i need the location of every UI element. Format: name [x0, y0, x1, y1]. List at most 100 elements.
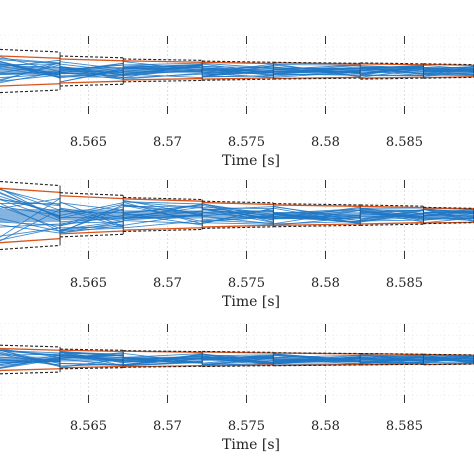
bound-lower-dashed — [60, 83, 124, 87]
sample-core — [0, 208, 61, 223]
sample-core — [273, 212, 361, 219]
bound-upper-solid — [0, 187, 61, 194]
bound-lower-solid — [273, 223, 361, 227]
bound-lower-dashed — [202, 226, 274, 229]
bound-lower-dashed — [273, 364, 361, 367]
bound-upper-solid — [360, 63, 424, 66]
sample-trajectory — [59, 221, 124, 234]
sample-core — [202, 356, 274, 361]
x-tick-label: 8.575 — [228, 276, 265, 291]
x-tick-label: 8.575 — [228, 419, 265, 434]
bound-upper-solid — [60, 195, 124, 200]
bound-upper-solid — [123, 198, 203, 202]
bound-lower-dashed — [423, 222, 474, 225]
sample-trajectory — [123, 220, 203, 229]
bound-upper-solid — [360, 205, 424, 209]
bound-lower-solid — [60, 80, 124, 84]
sample-trajectory — [202, 222, 274, 225]
sample-trajectory — [123, 73, 203, 79]
bound-lower-solid — [360, 222, 424, 225]
sample-trajectory — [423, 355, 474, 358]
sample-trajectory — [0, 197, 61, 209]
sample-trajectory — [0, 199, 61, 207]
bound-upper-dashed — [273, 352, 361, 355]
sample-core — [273, 68, 361, 74]
bound-lower-dashed — [0, 89, 61, 94]
x-tick-label: 8.565 — [70, 419, 107, 434]
bound-lower-solid — [273, 76, 361, 80]
bound-upper-solid — [202, 201, 274, 206]
x-tick-label: 8.565 — [70, 276, 107, 291]
bound-lower-dashed — [202, 78, 274, 81]
sample-trajectory — [273, 64, 361, 66]
bound-lower-dashed — [60, 367, 124, 370]
bound-upper-dashed — [423, 353, 474, 356]
sample-trajectory — [0, 348, 61, 358]
bound-upper-solid — [273, 352, 361, 355]
sample-trajectory — [0, 224, 61, 234]
sample-trajectory — [202, 363, 274, 366]
sample-core — [0, 356, 61, 363]
bound-upper-solid — [273, 62, 361, 65]
sample-trajectory — [0, 349, 61, 356]
x-axis-label: Time [s] — [222, 437, 280, 453]
sample-trajectory — [423, 209, 474, 213]
sample-core — [123, 67, 203, 74]
sample-trajectory — [123, 63, 203, 69]
bound-upper-dashed — [60, 192, 124, 196]
bound-upper-dashed — [202, 60, 274, 63]
bound-upper-dashed — [60, 55, 124, 59]
bound-upper-solid — [202, 61, 274, 65]
bound-lower-dashed — [423, 76, 474, 79]
bound-lower-solid — [273, 363, 361, 367]
x-tick-label: 8.585 — [386, 419, 423, 434]
bound-upper-dashed — [360, 62, 424, 65]
sample-trajectory — [0, 221, 61, 226]
bound-lower-solid — [202, 77, 274, 80]
bound-lower-solid — [60, 230, 124, 235]
bound-lower-dashed — [123, 228, 203, 233]
sample-trajectory — [360, 66, 424, 70]
bound-lower-dashed — [123, 79, 203, 83]
x-tick-label: 8.585 — [386, 135, 423, 150]
bound-lower-solid — [0, 237, 61, 244]
bound-upper-solid — [423, 63, 474, 67]
sample-trajectory — [360, 66, 424, 68]
bound-upper-dashed — [0, 180, 61, 187]
sample-trajectory — [59, 202, 124, 211]
sample-core — [60, 356, 124, 362]
sample-trajectory — [123, 360, 203, 367]
x-tick-label: 8.565 — [70, 135, 107, 150]
sample-trajectory — [273, 217, 361, 220]
sample-trajectory — [273, 354, 361, 358]
bound-upper-solid — [123, 350, 203, 353]
bound-upper-solid — [0, 55, 61, 59]
sample-trajectory — [60, 227, 124, 232]
bound-upper-dashed — [123, 350, 203, 353]
sample-core — [273, 357, 361, 362]
bound-upper-dashed — [60, 348, 124, 351]
sample-trajectory — [0, 74, 61, 82]
x-axis-label: Time [s] — [222, 294, 280, 310]
bound-lower-dashed — [273, 224, 361, 228]
bound-upper-dashed — [273, 203, 361, 206]
sample-core — [360, 357, 424, 361]
sample-core — [60, 209, 124, 221]
x-tick-label: 8.57 — [153, 276, 182, 291]
x-tick-label: 8.58 — [311, 135, 340, 150]
bound-upper-dashed — [123, 196, 203, 201]
sample-core — [60, 67, 124, 75]
bound-lower-dashed — [202, 365, 274, 368]
bound-upper-dashed — [360, 204, 424, 207]
bound-upper-solid — [60, 58, 124, 62]
bound-upper-solid — [60, 349, 124, 353]
sample-core — [423, 213, 474, 218]
bound-lower-dashed — [60, 233, 124, 238]
bound-lower-solid — [0, 83, 61, 87]
sample-trajectory — [0, 189, 61, 206]
x-tick-label: 8.58 — [311, 419, 340, 434]
bound-upper-dashed — [423, 63, 474, 66]
bound-upper-dashed — [0, 344, 61, 348]
sample-trajectory — [360, 219, 424, 222]
